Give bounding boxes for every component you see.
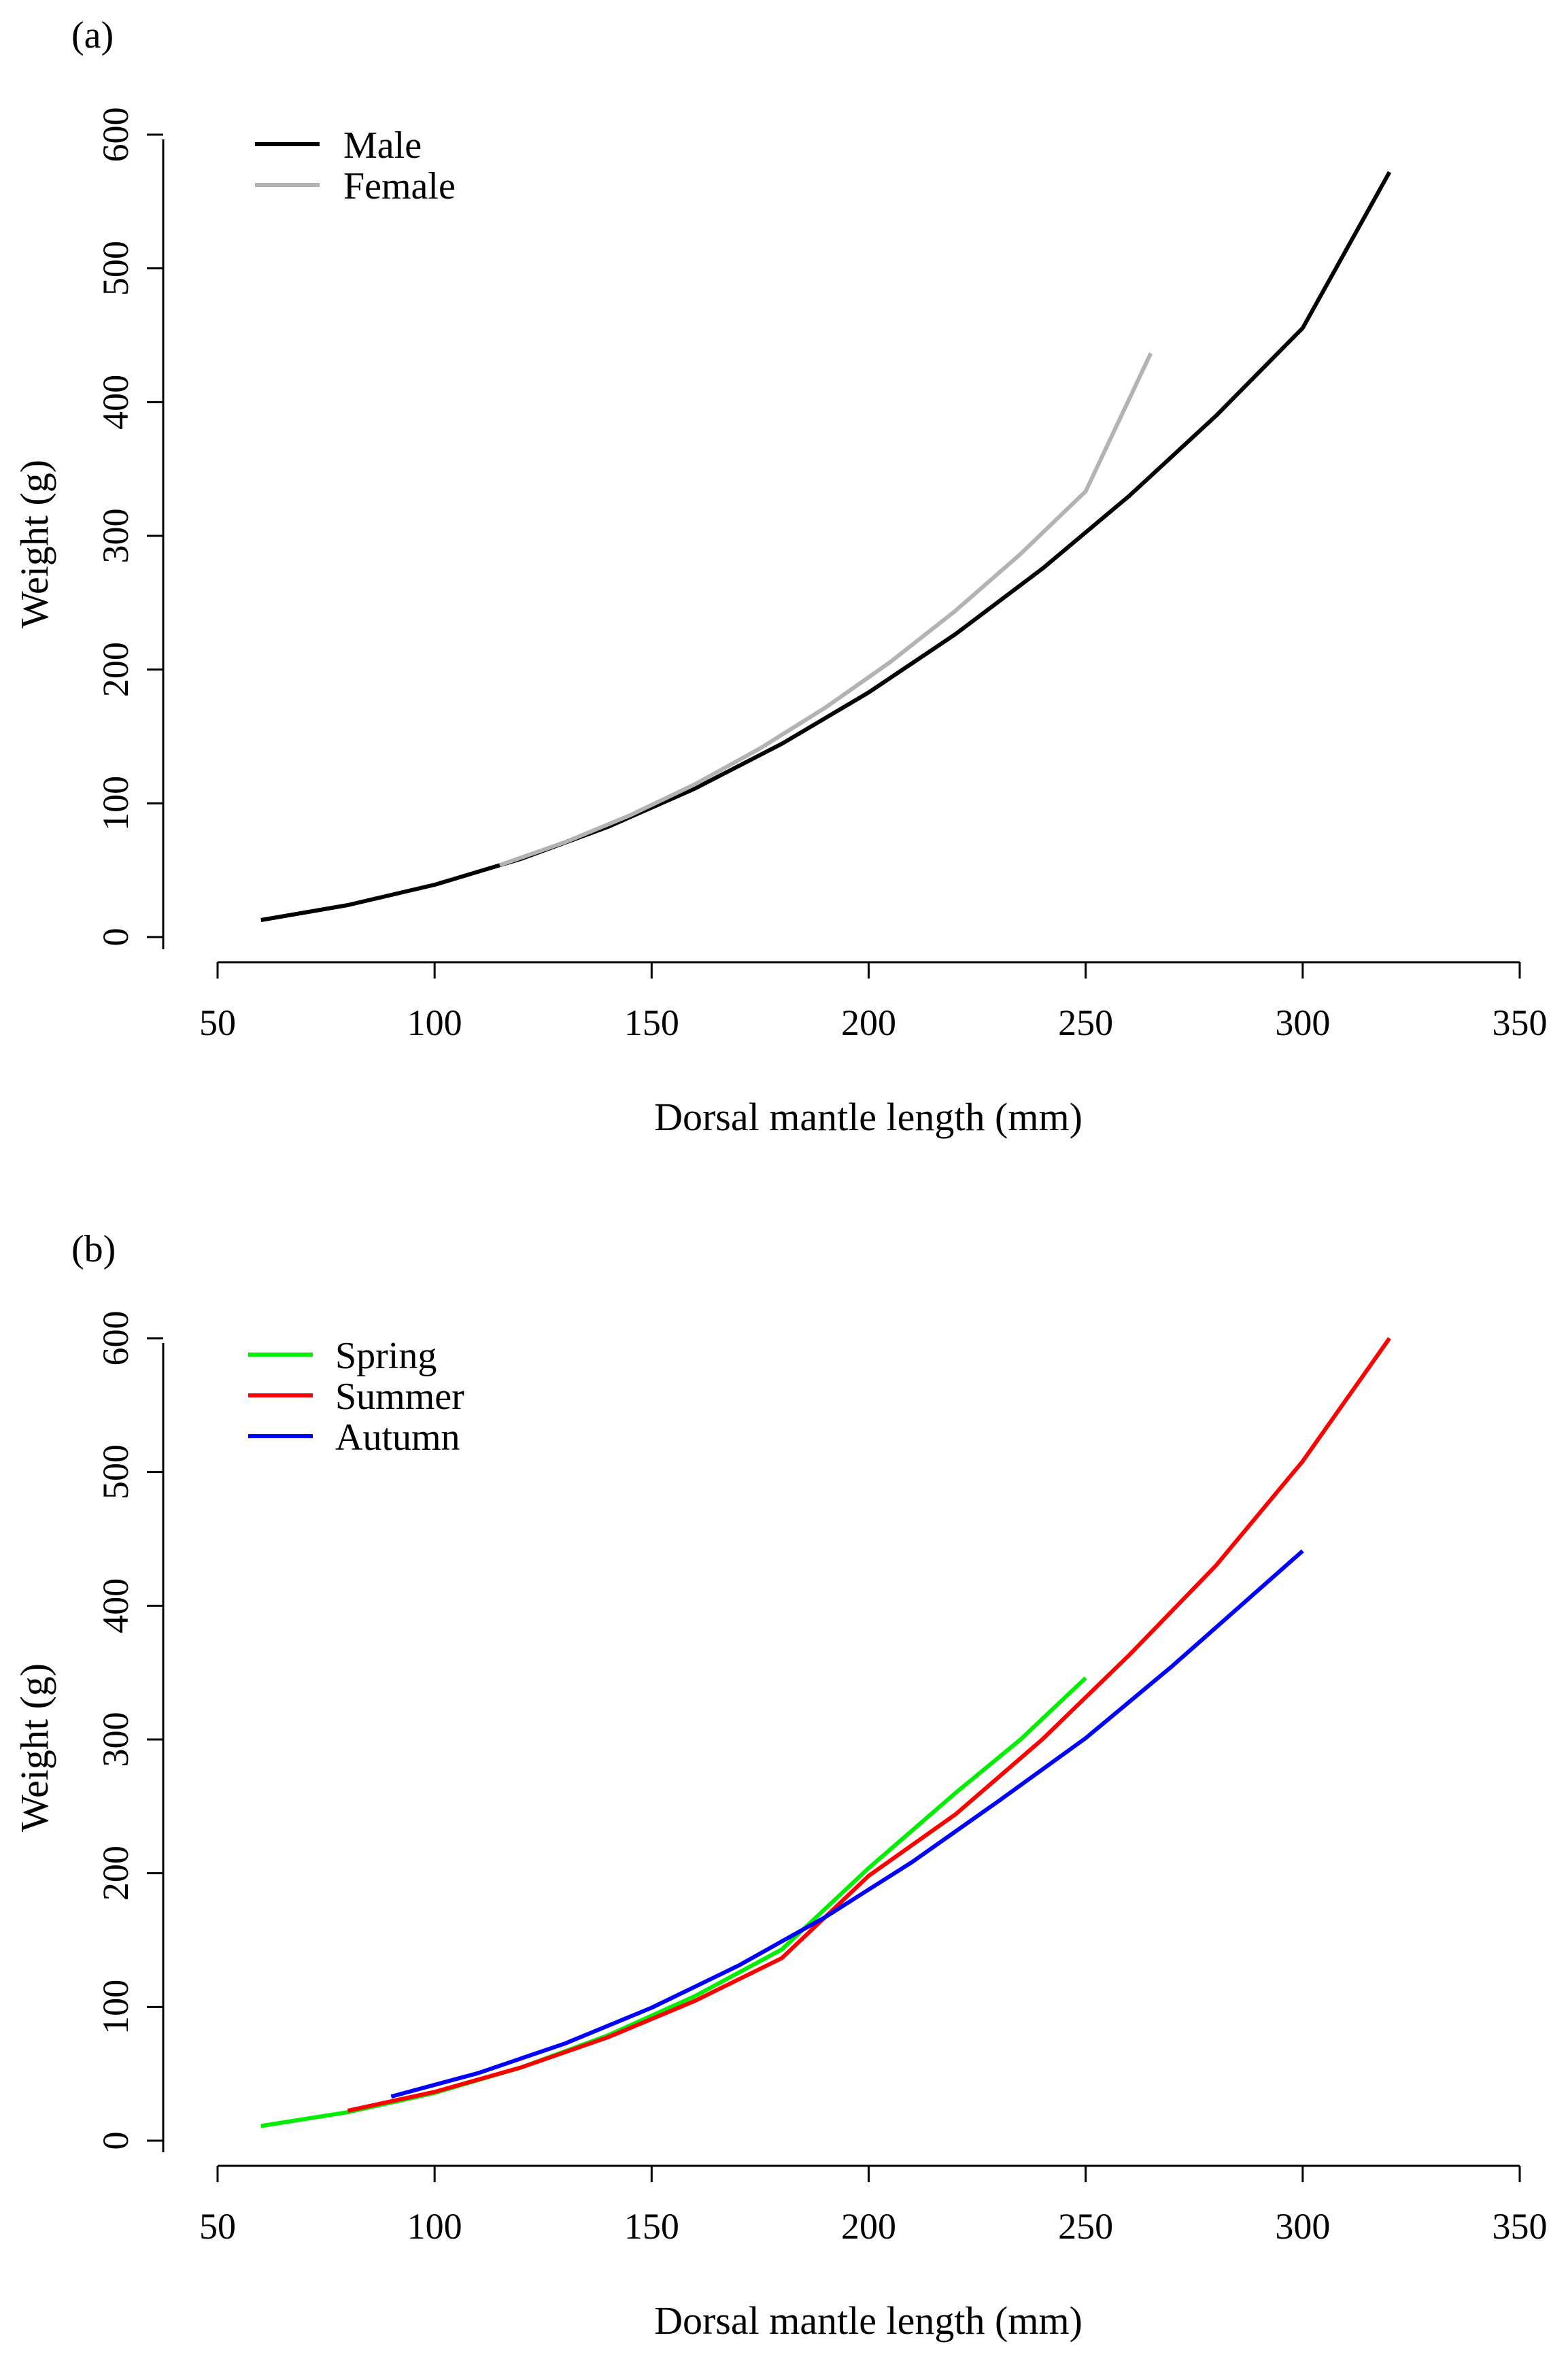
legend-label-summer: Summer bbox=[335, 1376, 464, 1418]
x-tick-label: 350 bbox=[1493, 2206, 1548, 2247]
y-tick-label: 500 bbox=[95, 241, 136, 296]
x-tick-label: 200 bbox=[841, 2206, 896, 2247]
y-axis-title: Weight (g) bbox=[12, 460, 56, 628]
x-tick-label: 250 bbox=[1058, 2206, 1113, 2247]
y-tick-label: 600 bbox=[95, 107, 136, 163]
x-ticks: 50 100 150 200 250 300 350 bbox=[199, 2166, 1548, 2247]
legend-label-autumn: Autumn bbox=[335, 1416, 460, 1459]
y-tick-label: 400 bbox=[95, 1578, 136, 1633]
y-tick-label: 0 bbox=[95, 2132, 136, 2150]
series-line-autumn bbox=[390, 1549, 1304, 2099]
x-tick-label: 250 bbox=[1058, 1002, 1113, 1043]
x-tick-label: 50 bbox=[199, 2206, 236, 2247]
y-tick-label: 200 bbox=[95, 642, 136, 697]
y-tick-label: 100 bbox=[95, 776, 136, 831]
x-tick-label: 200 bbox=[841, 1002, 896, 1043]
y-tick-label: 300 bbox=[95, 1712, 136, 1767]
x-tick-label: 50 bbox=[199, 1002, 236, 1043]
chart-panel-a: (a) 50 100 150 200 250 300 350 0 100 200 300 400 50… bbox=[12, 14, 1548, 1139]
x-ticks: 50 100 150 200 250 300 350 bbox=[199, 962, 1548, 1043]
x-tick-label: 150 bbox=[624, 2206, 679, 2247]
series-group bbox=[260, 1337, 1391, 2128]
series-group bbox=[260, 171, 1392, 922]
x-axis-title: Dorsal mantle length (mm) bbox=[654, 1095, 1083, 1139]
panel-label-a: (a) bbox=[71, 14, 114, 56]
series-line-summer bbox=[347, 1337, 1391, 2113]
y-tick-label: 0 bbox=[95, 928, 136, 947]
y-tick-label: 400 bbox=[95, 375, 136, 430]
legend-label-male: Male bbox=[343, 124, 422, 167]
legend: Spring Summer Autumn bbox=[248, 1335, 464, 1459]
y-tick-label: 500 bbox=[95, 1444, 136, 1499]
chart-panel-b: (b) 50 100 150 200 250 300 350 0 100 200 300 400 50… bbox=[12, 1228, 1548, 2343]
y-tick-label: 100 bbox=[95, 1980, 136, 2035]
y-tick-label: 300 bbox=[95, 509, 136, 564]
x-tick-label: 300 bbox=[1275, 2206, 1330, 2247]
legend-label-female: Female bbox=[343, 165, 456, 207]
panel-label-b: (b) bbox=[71, 1228, 116, 1270]
x-tick-label: 300 bbox=[1275, 1002, 1330, 1043]
y-tick-label: 600 bbox=[95, 1311, 136, 1366]
y-ticks: 0 100 200 300 400 500 600 bbox=[95, 107, 163, 947]
legend-label-spring: Spring bbox=[335, 1335, 437, 1377]
x-tick-label: 150 bbox=[624, 1002, 679, 1043]
x-axis-title: Dorsal mantle length (mm) bbox=[654, 2298, 1083, 2343]
x-tick-label: 100 bbox=[407, 2206, 462, 2247]
y-ticks: 0 100 200 300 400 500 600 bbox=[95, 1311, 163, 2150]
series-line-male bbox=[260, 171, 1392, 922]
series-line-female bbox=[498, 352, 1153, 868]
y-axis-title: Weight (g) bbox=[12, 1663, 56, 1832]
x-tick-label: 100 bbox=[407, 1002, 462, 1043]
x-tick-label: 350 bbox=[1493, 1002, 1548, 1043]
legend: Male Female bbox=[255, 124, 456, 207]
y-tick-label: 200 bbox=[95, 1846, 136, 1901]
